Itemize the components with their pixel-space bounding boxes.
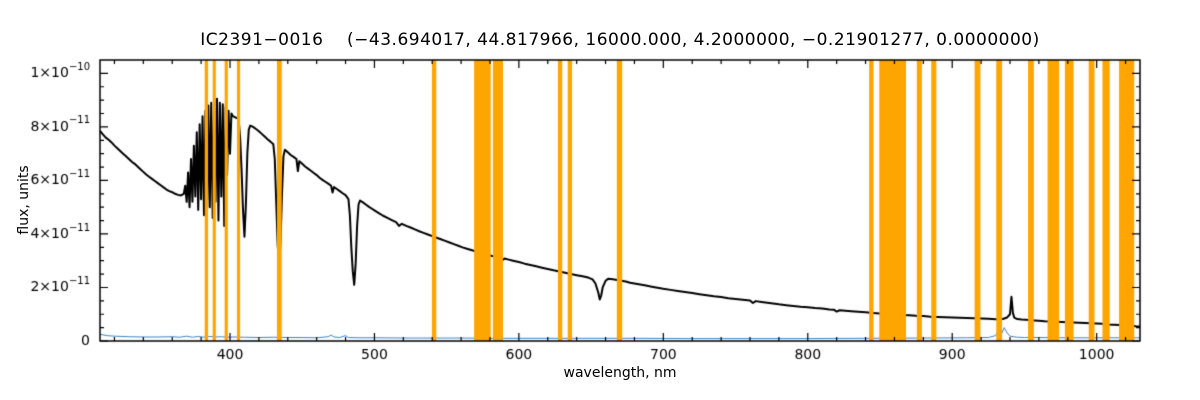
x-axis-label: wavelength, nm [563, 365, 677, 381]
chart-title: IC2391−0016 (−43.694017, 44.817966, 1600… [200, 30, 1040, 50]
y-axis-label: flux, units [16, 165, 32, 235]
